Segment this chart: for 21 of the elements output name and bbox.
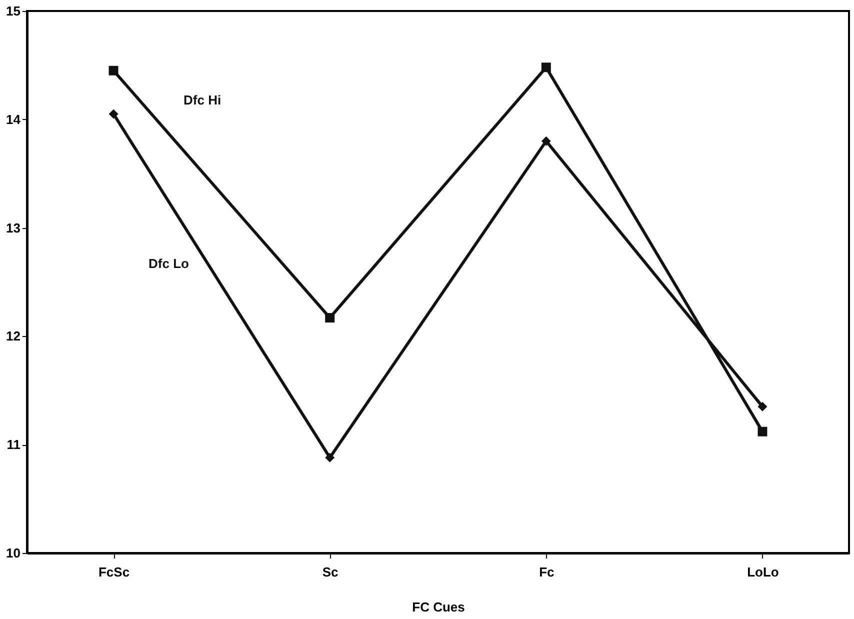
- y-tick-label: 13: [6, 220, 20, 236]
- point: [325, 452, 335, 462]
- x-tick-label: LoLo: [747, 564, 779, 580]
- x-tick-label: Fc: [539, 564, 554, 580]
- point: [108, 66, 118, 76]
- point: [541, 136, 551, 146]
- x-tick-label: FcSc: [98, 564, 130, 580]
- y-tick-label: 14: [6, 112, 22, 127]
- x-axis-title: FC Cues: [412, 600, 465, 614]
- point: [108, 109, 118, 119]
- y-tick-label: 15: [6, 4, 20, 18]
- point: [758, 426, 768, 436]
- y-tick-label: 10: [6, 546, 20, 560]
- x-tick-label: Sc: [322, 564, 338, 580]
- text: Dfc Hi: [184, 92, 222, 108]
- point: [325, 313, 335, 323]
- point: [541, 62, 551, 72]
- series-label: Dfc Lo: [148, 256, 190, 271]
- point: [758, 402, 768, 412]
- y-tick-label: 11: [6, 437, 20, 452]
- y-tick-label: 12: [6, 328, 20, 344]
